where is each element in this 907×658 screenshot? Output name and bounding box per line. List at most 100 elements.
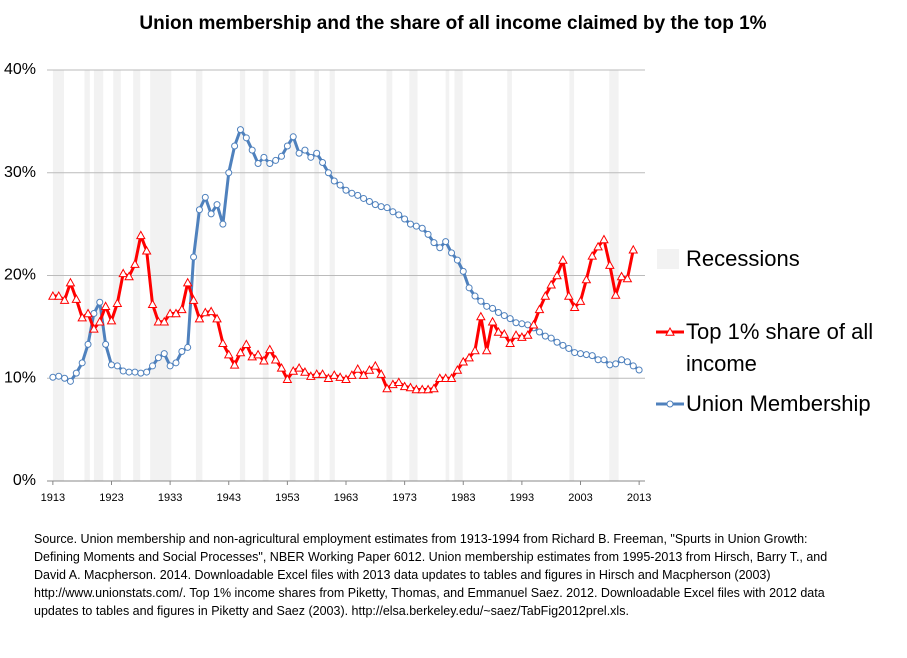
triangle-marker	[311, 369, 322, 378]
circle-marker	[207, 210, 215, 218]
triangle-marker	[65, 277, 76, 287]
circle-marker	[119, 367, 127, 375]
legend-union: Union Membership	[686, 391, 871, 416]
circle-marker	[541, 332, 549, 340]
chart-title: Union membership and the share of all in…	[139, 13, 766, 34]
circle-marker	[266, 160, 274, 168]
triangle-marker	[622, 273, 633, 283]
circle-marker	[272, 156, 280, 164]
circle-marker	[383, 204, 391, 212]
circle-marker	[401, 215, 409, 223]
triangle-marker	[446, 373, 457, 382]
triangle-marker	[665, 326, 675, 336]
circle-marker	[49, 373, 57, 381]
circle-marker	[313, 149, 321, 157]
circle-marker	[178, 348, 186, 356]
circle-marker	[635, 366, 643, 374]
triangle-marker	[341, 374, 351, 383]
circle-marker	[442, 238, 450, 246]
circle-marker	[448, 249, 456, 257]
x-tick-label: 1913	[41, 492, 65, 504]
triangle-marker	[147, 299, 158, 308]
circle-marker	[553, 338, 561, 346]
circle-marker	[143, 368, 151, 376]
triangle-marker	[399, 381, 410, 391]
circle-marker	[395, 211, 403, 219]
circle-marker	[231, 142, 239, 150]
triangle-marker	[282, 374, 293, 383]
circle-marker	[465, 284, 473, 292]
y-tick-label: 30%	[4, 164, 36, 181]
circle-marker	[371, 201, 379, 209]
x-tick-label: 1953	[275, 492, 299, 504]
triangle-marker	[329, 370, 340, 379]
triangle-marker	[229, 359, 240, 369]
circle-marker	[623, 358, 631, 366]
circle-marker	[577, 350, 585, 358]
triangle-marker	[270, 354, 281, 364]
circle-marker	[213, 201, 221, 209]
circle-marker	[96, 298, 104, 306]
triangle-marker	[352, 363, 363, 373]
circle-marker	[365, 198, 373, 206]
triangle-marker	[118, 268, 129, 278]
circle-marker	[606, 361, 614, 369]
triangle-marker	[587, 250, 598, 260]
grid: 0% 10% 20% 30% 40% 1913 1923 1933 1943 1953 1963 19…	[4, 61, 651, 504]
triangle-marker	[511, 330, 521, 339]
circle-marker	[330, 177, 338, 185]
circle-marker	[201, 193, 209, 201]
triangle-marker	[135, 230, 146, 240]
triangle-marker	[176, 304, 187, 314]
triangle-marker	[194, 313, 205, 323]
circle-marker	[547, 334, 555, 342]
triangle-marker	[610, 289, 621, 299]
triangle-marker	[159, 316, 170, 326]
circle-marker	[195, 206, 203, 214]
circle-marker	[436, 244, 444, 252]
x-tick-label: 2013	[627, 492, 651, 504]
circle-marker	[278, 152, 286, 160]
circle-marker	[154, 354, 162, 362]
circle-marker	[254, 160, 262, 168]
triangle-marker	[59, 295, 70, 304]
triangle-marker	[569, 302, 580, 312]
circle-marker	[336, 181, 344, 189]
triangle-marker	[481, 345, 492, 355]
triangle-marker	[370, 360, 381, 370]
triangle-marker	[53, 291, 64, 300]
circle-marker	[618, 356, 626, 364]
triangle-marker	[100, 301, 111, 311]
circle-marker	[453, 256, 461, 264]
triangle-marker	[276, 362, 287, 372]
triangle-marker	[552, 270, 562, 280]
legend-swatch	[657, 249, 679, 269]
circle-marker	[84, 340, 92, 348]
circle-marker	[559, 341, 567, 349]
circle-marker	[184, 343, 192, 351]
triangle-marker	[417, 384, 428, 394]
circle-marker	[131, 368, 139, 376]
circle-marker	[489, 304, 497, 312]
triangle-marker	[71, 294, 82, 303]
triangle-marker	[253, 349, 263, 359]
x-tick-label: 1943	[217, 492, 241, 504]
triangle-marker	[335, 372, 345, 381]
series-line	[52, 128, 640, 383]
triangle-marker	[182, 277, 193, 287]
circle-marker	[295, 149, 303, 157]
circle-marker	[412, 222, 420, 230]
circle-marker	[248, 146, 256, 154]
triangle-marker	[235, 347, 246, 357]
triangle-marker	[475, 311, 486, 321]
triangle-marker	[558, 255, 568, 264]
triangle-marker	[493, 326, 504, 336]
circle-marker	[459, 267, 467, 275]
circle-marker	[389, 208, 397, 216]
triangle-marker	[112, 298, 123, 307]
circle-marker	[324, 169, 332, 177]
circle-marker	[289, 133, 297, 141]
circle-marker	[512, 319, 520, 327]
triangle-marker	[434, 373, 445, 382]
